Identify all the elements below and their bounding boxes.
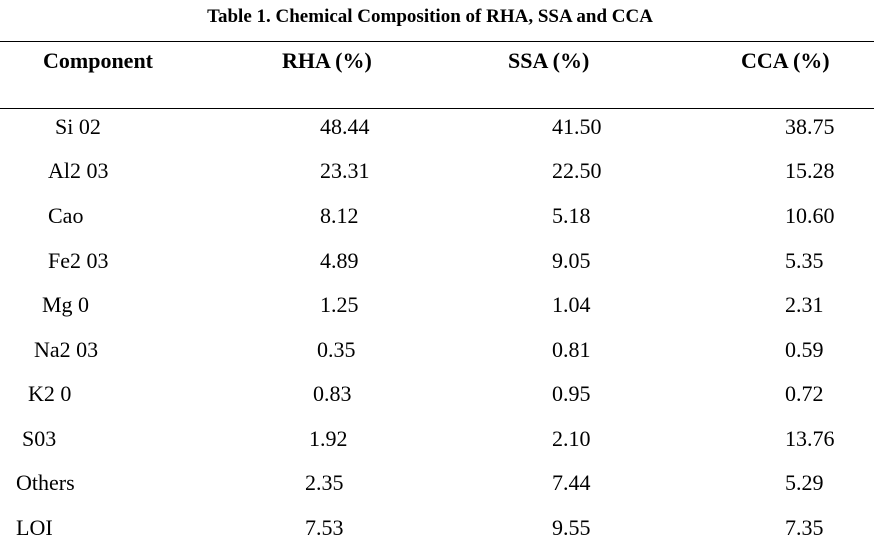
table-cell-rha: 4.89 — [320, 248, 359, 273]
table-cell-cca: 2.31 — [785, 292, 824, 317]
table-cell-cca: 7.35 — [785, 515, 824, 540]
table-cell-component: K2 0 — [28, 381, 72, 406]
table-cell-cca: 5.29 — [785, 470, 824, 495]
table-cell-cca: 15.28 — [785, 158, 835, 183]
table-cell-cca: 0.59 — [785, 337, 824, 362]
table-cell-component: Fe2 03 — [48, 248, 109, 273]
table-cell-rha: 2.35 — [305, 470, 344, 495]
table-cell-ssa: 2.10 — [552, 426, 591, 451]
header-ssa: SSA (%) — [508, 48, 590, 73]
table-cell-rha: 48.44 — [320, 114, 370, 139]
table-cell-component: Na2 03 — [34, 337, 99, 362]
table-title: Table 1. Chemical Composition of RHA, SS… — [207, 6, 653, 27]
header-rha: RHA (%) — [282, 48, 372, 73]
table-cell-rha: 7.53 — [305, 515, 344, 540]
table-cell-rha: 23.31 — [320, 158, 370, 183]
table-cell-ssa: 41.50 — [552, 114, 602, 139]
table-cell-rha: 1.25 — [320, 292, 359, 317]
table-cell-component: Cao — [48, 203, 84, 228]
table-cell-cca: 38.75 — [785, 114, 835, 139]
table-cell-rha: 0.35 — [317, 337, 356, 362]
table-cell-rha: 8.12 — [320, 203, 359, 228]
table-cell-ssa: 7.44 — [552, 470, 591, 495]
table-cell-cca: 5.35 — [785, 248, 824, 273]
table-top-rule — [0, 41, 874, 42]
table-cell-ssa: 1.04 — [552, 292, 591, 317]
table-cell-rha: 0.83 — [313, 381, 352, 406]
table-cell-component: LOI — [16, 515, 53, 540]
table-cell-component: Others — [16, 470, 75, 495]
table-cell-component: S03 — [22, 426, 57, 451]
table-cell-ssa: 0.95 — [552, 381, 591, 406]
table-cell-component: Si 02 — [55, 114, 101, 139]
table-cell-rha: 1.92 — [309, 426, 348, 451]
table-cell-cca: 10.60 — [785, 203, 835, 228]
table-cell-component: Al2 03 — [48, 158, 109, 183]
table-cell-cca: 13.76 — [785, 426, 835, 451]
table-cell-ssa: 5.18 — [552, 203, 591, 228]
table-cell-component: Mg 0 — [42, 292, 90, 317]
table-cell-ssa: 0.81 — [552, 337, 591, 362]
table-cell-cca: 0.72 — [785, 381, 824, 406]
header-rule — [0, 108, 874, 109]
header-cca: CCA (%) — [741, 48, 830, 73]
table-cell-ssa: 22.50 — [552, 158, 602, 183]
table-cell-ssa: 9.55 — [552, 515, 591, 540]
table-cell-ssa: 9.05 — [552, 248, 591, 273]
header-component: Component — [43, 48, 154, 73]
